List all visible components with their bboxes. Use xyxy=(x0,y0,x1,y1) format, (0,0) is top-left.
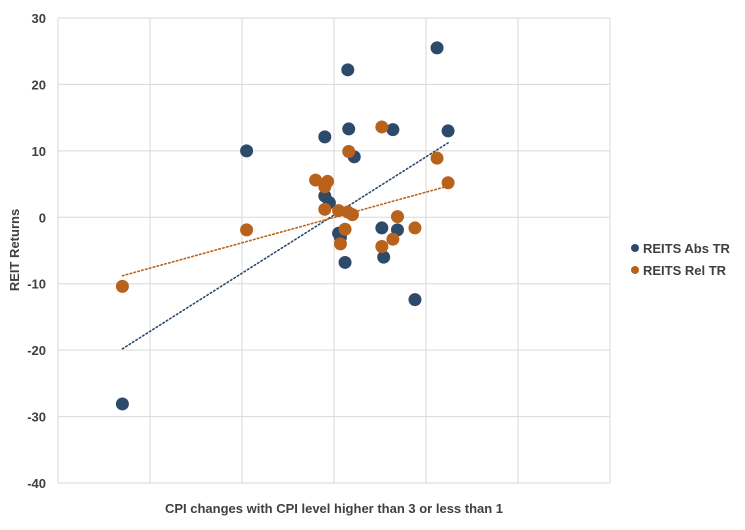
legend-label-series-2: REITS Rel TR xyxy=(643,263,727,278)
data-point-series-1 xyxy=(408,293,422,307)
y-tick-label: -30 xyxy=(27,410,46,425)
y-tick-label: 10 xyxy=(32,144,46,159)
grid xyxy=(57,17,611,484)
data-point-series-1 xyxy=(430,41,444,55)
data-point-series-2 xyxy=(386,232,400,246)
trendline-1 xyxy=(121,142,449,350)
y-axis-title: REIT Returns xyxy=(7,209,22,291)
y-tick-label: -40 xyxy=(27,476,46,491)
y-tick-label: -10 xyxy=(27,277,46,292)
legend-marker-series-1 xyxy=(631,244,639,252)
data-point-series-2 xyxy=(342,145,356,159)
data-point-series-2 xyxy=(375,120,389,134)
legend-label-series-1: REITS Abs TR xyxy=(643,241,731,256)
data-point-series-1 xyxy=(386,123,400,137)
y-tick-label: 0 xyxy=(39,210,46,225)
data-point-series-2 xyxy=(321,174,335,188)
y-tick-label: -20 xyxy=(27,343,46,358)
data-point-series-2 xyxy=(390,210,404,224)
data-point-series-2 xyxy=(338,222,352,236)
data-point-series-1 xyxy=(338,255,352,269)
data-points xyxy=(115,41,455,411)
data-point-series-1 xyxy=(342,122,356,136)
trendline-2 xyxy=(121,185,449,277)
legend-marker-series-2 xyxy=(631,266,639,274)
data-point-series-2 xyxy=(408,221,422,235)
data-point-series-1 xyxy=(341,63,355,77)
data-point-series-1 xyxy=(375,221,389,235)
legend: REITS Abs TR REITS Rel TR xyxy=(631,241,731,278)
data-point-series-1 xyxy=(240,144,254,158)
y-tick-label: 20 xyxy=(32,77,46,92)
data-point-series-2 xyxy=(441,176,455,190)
y-tick-label: 30 xyxy=(32,11,46,26)
data-point-series-1 xyxy=(115,397,129,411)
data-point-series-2 xyxy=(240,223,254,237)
data-point-series-1 xyxy=(377,250,391,264)
data-point-series-2 xyxy=(375,240,389,254)
data-point-series-2 xyxy=(115,279,129,293)
data-point-series-2 xyxy=(430,151,444,165)
data-point-series-1 xyxy=(318,130,332,144)
trendlines xyxy=(121,142,449,350)
data-point-series-2 xyxy=(333,237,347,251)
data-point-series-2 xyxy=(309,173,323,187)
data-point-series-2 xyxy=(318,202,332,216)
data-point-series-2 xyxy=(345,208,359,222)
y-tick-labels: 30 20 10 0 -10 -20 -30 -40 xyxy=(27,11,46,491)
data-point-series-1 xyxy=(441,124,455,138)
x-axis-title: CPI changes with CPI level higher than 3… xyxy=(165,501,503,516)
